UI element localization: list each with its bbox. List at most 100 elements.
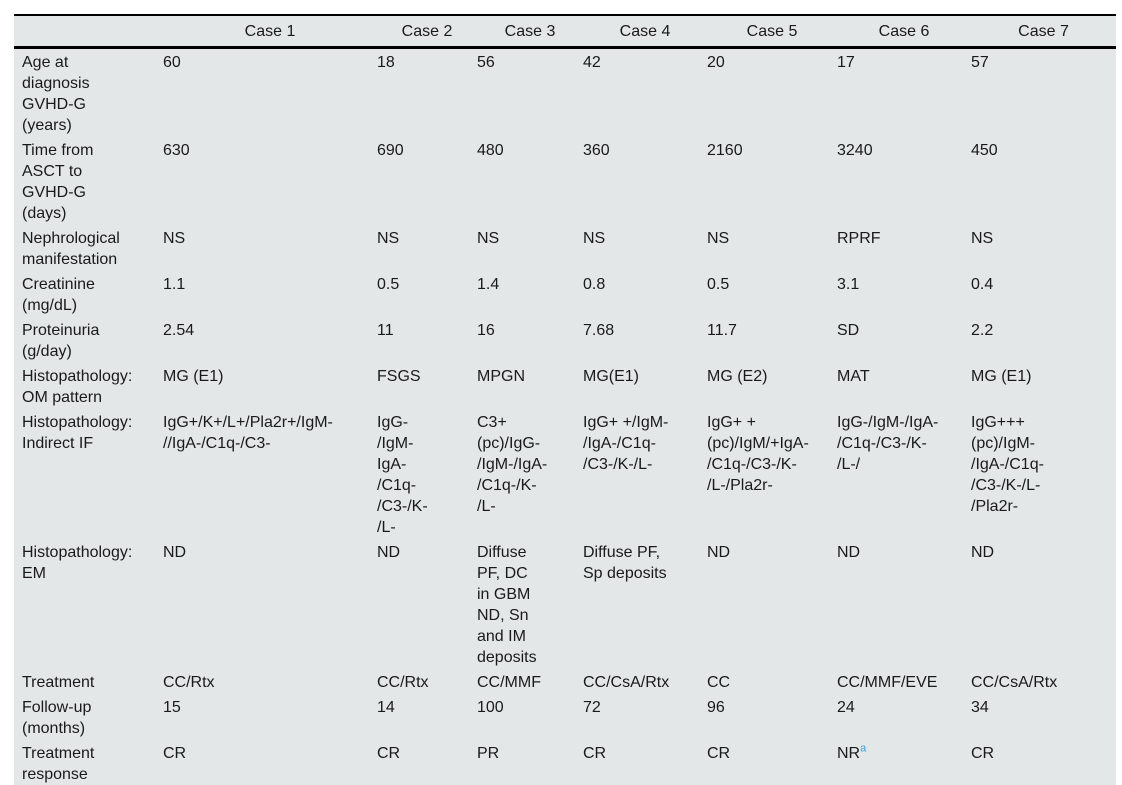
column-header: Case 7: [971, 15, 1116, 49]
data-cell: PR: [477, 745, 500, 762]
data-cell: CR: [971, 745, 995, 762]
data-cell: IgG+/K+/L+/Pla2r+/IgM- //IgA-/C1q-/C3-: [163, 414, 333, 452]
footnote-marker: a: [860, 742, 867, 755]
data-cell: 57: [971, 54, 989, 71]
data-cell: 0.5: [377, 276, 400, 293]
table-row: Histopathology: EM ND ND Diffuse PF, DC in …: [14, 539, 1116, 669]
data-cell: CC/CsA/Rtx: [583, 674, 670, 691]
data-cell: RPRF: [837, 230, 881, 247]
row-label-cell: Time from ASCT to GVHD-G (days): [22, 142, 94, 222]
data-cell: NS: [583, 230, 606, 247]
data-cell: 60: [163, 54, 181, 71]
data-cell: 56: [477, 54, 495, 71]
data-cell: 14: [377, 699, 395, 716]
data-cell: 34: [971, 699, 989, 716]
data-cell: MG (E1): [971, 368, 1032, 385]
data-cell: 480: [477, 142, 504, 159]
data-cell: 360: [583, 142, 610, 159]
data-cell: 0.4: [971, 276, 994, 293]
data-cell: 11: [377, 322, 394, 339]
column-header: Case 1: [163, 15, 377, 49]
data-cell: ND: [163, 544, 187, 561]
data-cell: Diffuse PF, Sp deposits: [583, 544, 667, 582]
data-cell: CR: [707, 745, 731, 762]
table-row: Age at diagnosis GVHD-G (years) 60 18 56 42 2…: [14, 48, 1116, 138]
data-cell: 0.5: [707, 276, 730, 293]
row-label-cell: Creatinine (mg/dL): [22, 276, 95, 314]
data-cell: 3240: [837, 142, 873, 159]
data-cell: C3+ (pc)/IgG- /IgM-/IgA- /C1q-/K- /L-: [477, 414, 548, 515]
data-cell: 72: [583, 699, 601, 716]
case-series-table-container: Case 1 Case 2 Case 3 Case 4 Case 5 Case 6 Case…: [14, 14, 1122, 785]
data-cell: NRa: [837, 740, 971, 785]
data-cell: MPGN: [477, 368, 525, 385]
data-cell: SD: [837, 322, 860, 339]
data-cell: Diffuse PF, DC in GBM ND, Sn and IM depo…: [477, 544, 537, 666]
data-cell: 20: [707, 54, 725, 71]
data-cell: IgG+ +/IgM- /IgA-/C1q- /C3-/K-/L-: [583, 414, 669, 473]
data-cell: 18: [377, 54, 395, 71]
table-header-row: Case 1 Case 2 Case 3 Case 4 Case 5 Case 6 Case…: [14, 15, 1116, 49]
data-cell: NS: [971, 230, 994, 247]
data-cell: CC/MMF: [477, 674, 541, 691]
data-cell: MAT: [837, 368, 870, 385]
table-row: Follow-up (months) 15 14 100 72 96 24 34: [14, 694, 1116, 740]
data-cell: IgG+ + (pc)/IgM/+IgA- /C1q-/C3-/K- /L-/P…: [707, 414, 809, 494]
corner-cell: [14, 15, 163, 49]
cases-table: Case 1 Case 2 Case 3 Case 4 Case 5 Case 6 Case…: [14, 14, 1116, 785]
row-label-cell: Histopathology: OM pattern: [22, 368, 133, 406]
data-cell: NS: [377, 230, 400, 247]
column-header: Case 6: [837, 15, 971, 49]
data-cell: 7.68: [583, 322, 615, 339]
table-row: Histopathology: Indirect IF IgG+/K+/L+/Pl…: [14, 409, 1116, 539]
table-row: Creatinine (mg/dL) 1.1 0.5 1.4 0.8 0.5 3.1 0.4: [14, 271, 1116, 317]
table-row: Treatment CC/Rtx CC/Rtx CC/MMF CC/CsA/Rtx CC C…: [14, 669, 1116, 694]
data-cell: CC/MMF/EVE: [837, 674, 938, 691]
data-cell: 630: [163, 142, 190, 159]
data-cell: 3.1: [837, 276, 860, 293]
data-cell: MG (E1): [163, 368, 224, 385]
data-cell: 0.8: [583, 276, 606, 293]
data-cell: 11.7: [707, 322, 737, 339]
table-row: Histopathology: OM pattern MG (E1) FSGS MPG…: [14, 363, 1116, 409]
table-row: Time from ASCT to GVHD-G (days) 630 690 480…: [14, 137, 1116, 225]
data-cell: CC/CsA/Rtx: [971, 674, 1058, 691]
data-cell: CC/Rtx: [377, 674, 429, 691]
data-cell: 690: [377, 142, 404, 159]
column-header: Case 5: [707, 15, 837, 49]
column-header: Case 2: [377, 15, 477, 49]
data-cell: CR: [583, 745, 607, 762]
data-cell: 24: [837, 699, 855, 716]
data-cell: CC/Rtx: [163, 674, 215, 691]
data-cell: ND: [837, 544, 861, 561]
data-cell: IgG-/IgM-/IgA- /C1q-/C3-/K- /L-/: [837, 414, 939, 473]
data-cell: 96: [707, 699, 725, 716]
data-cell: ND: [377, 544, 401, 561]
data-cell: IgG- /IgM- IgA- /C1q- /C3-/K- /L-: [377, 414, 428, 536]
data-cell: 2.54: [163, 322, 195, 339]
table-row: Nephrological manifestation NS NS NS NS NS RPR…: [14, 225, 1116, 271]
column-header: Case 3: [477, 15, 583, 49]
row-label-cell: Treatment response: [22, 745, 95, 783]
data-cell: 2160: [707, 142, 743, 159]
data-cell: ND: [971, 544, 995, 561]
data-cell: MG (E2): [707, 368, 768, 385]
data-cell: CC: [707, 674, 731, 691]
column-header: Case 4: [583, 15, 707, 49]
data-cell: MG(E1): [583, 368, 639, 385]
row-label-cell: Treatment: [22, 674, 95, 691]
data-cell: 100: [477, 699, 504, 716]
data-cell: 1.1: [163, 276, 186, 293]
data-cell: 1.4: [477, 276, 500, 293]
row-label-cell: Histopathology: Indirect IF: [22, 414, 133, 452]
data-cell: CR: [163, 745, 187, 762]
data-cell: 17: [837, 54, 855, 71]
data-cell: 16: [477, 322, 495, 339]
data-cell: 2.2: [971, 322, 994, 339]
row-label-cell: Age at diagnosis GVHD-G (years): [22, 54, 90, 134]
table-row: Treatment response CR CR PR CR CR NRa CR: [14, 740, 1116, 785]
data-cell: NS: [163, 230, 186, 247]
data-cell: 15: [163, 699, 181, 716]
data-cell: CR: [377, 745, 401, 762]
data-cell: NS: [707, 230, 730, 247]
